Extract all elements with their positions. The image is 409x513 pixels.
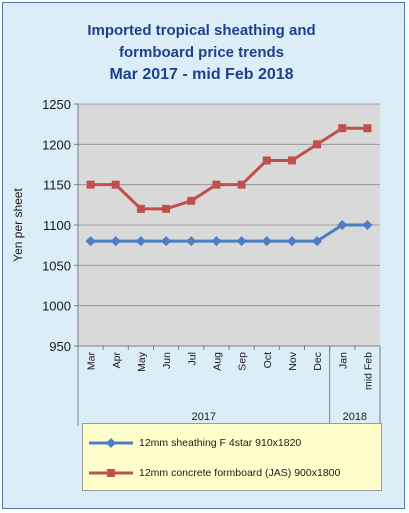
legend-entry-formboard: 12mm concrete formboard (JAS) 900x1800 [89,465,340,481]
chart-title: Imported tropical sheathing and formboar… [0,20,403,86]
title-line-1: Imported tropical sheathing and [87,22,316,39]
legend-swatch-red [89,469,133,477]
series-0-point [261,236,272,247]
series-0-point [236,236,247,247]
series-1-point [262,156,271,165]
y-tick-label: 1050 [42,258,71,273]
x-tick-label: Nov [287,351,299,370]
series-1-point [363,124,372,133]
series-0-point [337,220,348,230]
series-1-point [86,180,95,189]
x-tick-label: Jul [186,352,198,365]
x-tick-label: Sep [237,352,249,371]
series-1-point [187,196,196,205]
series-0-point [286,236,297,247]
legend-entry-sheathing: 12mm sheathing F 4star 910x1820 [89,435,301,451]
x-tick-label: May [136,351,148,372]
year-label: 2018 [343,411,367,423]
series-1-point [212,180,221,189]
series-1-point [136,204,145,213]
series-0-point [161,236,172,247]
x-tick-label: Mar [86,352,98,371]
x-tick-label: Apr [111,352,123,369]
year-label: 2017 [192,411,216,423]
x-tick-label: Dec [312,352,324,371]
series-0-point [362,220,373,230]
y-tick-label: 1250 [42,97,71,112]
x-tick-label: Aug [211,352,223,371]
series-0-point [135,236,146,247]
x-tick-label: Oct [262,352,274,368]
series-0-point [85,236,96,247]
y-axis-label: Yen per sheet [11,188,25,262]
series-1-point [111,180,120,189]
x-tick-label: mid Feb [362,352,374,390]
legend-label-sheathing: 12mm sheathing F 4star 910x1820 [139,437,302,449]
series-0-point [211,236,222,247]
title-line-2: formboard price trends [118,44,285,61]
series-0-point [186,236,197,247]
series-1-point [287,156,296,165]
series-0-point [110,236,121,247]
x-tick-label: Jun [161,352,173,369]
title-line-3: Mar 2017 - mid Feb 2018 [109,66,294,83]
series-1-point [313,140,322,149]
legend-swatch-blue [89,438,133,448]
y-tick-label: 1200 [42,137,71,152]
y-tick-label: 950 [49,339,71,354]
series-1-point [162,204,171,213]
legend-label-formboard: 12mm concrete formboard (JAS) 900x1800 [139,467,341,479]
y-tick-label: 1100 [43,218,71,233]
y-tick-label: 1150 [43,178,71,193]
x-tick-label: Jan [337,352,349,369]
y-tick-label: 1000 [42,299,71,314]
legend: 12mm sheathing F 4star 910x1820 12mm con… [82,423,382,491]
series-1-point [338,124,347,133]
series-1-point [237,180,246,189]
series-line-1 [90,126,368,211]
series-0-point [312,236,323,247]
